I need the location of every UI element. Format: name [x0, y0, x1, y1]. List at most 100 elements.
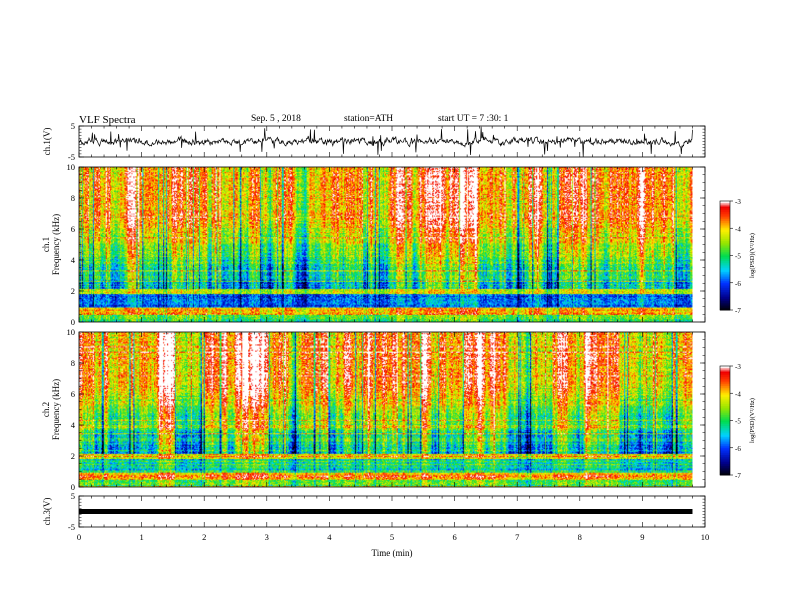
- colorbar-cell: [720, 387, 730, 391]
- colorbar-cell: [720, 373, 730, 376]
- colorbar-cell: [720, 427, 730, 431]
- colorbar-cell: [720, 415, 730, 418]
- colorbar-cell: [720, 264, 730, 267]
- ch1-waveform: 5 -5 ch.1(V): [42, 121, 706, 162]
- colorbar-cell: [720, 456, 730, 460]
- x-tick-label: 10: [701, 532, 710, 542]
- y-tick-label: 4: [71, 420, 76, 430]
- colorbar-cell: [720, 266, 730, 269]
- colorbar-cell: [720, 213, 730, 217]
- station-label: station=ATH: [344, 114, 394, 124]
- colorbar-cell: [720, 447, 730, 451]
- colorbar-cell: [720, 453, 730, 456]
- colorbar-cell: [720, 210, 730, 213]
- colorbar-cell: [720, 262, 730, 266]
- y-tick-label: 10: [67, 162, 76, 172]
- colorbar-cell: [720, 420, 730, 423]
- colorbar-cell: [720, 271, 730, 275]
- colorbar-cell: [720, 462, 730, 465]
- colorbar-label: log(PSD)(V²/Hz): [749, 398, 756, 443]
- y-tick-label: 2: [71, 286, 75, 296]
- colorbar-cell: [720, 291, 730, 295]
- colorbar-cell: [720, 382, 730, 385]
- x-tick-label: 2: [202, 532, 206, 542]
- colorbar-tick-label: -5: [735, 253, 741, 261]
- colorbar-cell: [720, 369, 730, 372]
- ch3-waveform-trace: [79, 509, 693, 514]
- colorbar-cell: [720, 217, 730, 220]
- y-tick-label: 10: [67, 327, 76, 337]
- colorbar-cell: [720, 411, 730, 414]
- colorbar-cell: [720, 202, 730, 206]
- colorbar-cell: [720, 244, 730, 247]
- colorbar-cell: [720, 451, 730, 454]
- colorbar-cell: [720, 366, 730, 369]
- colorbar-cell: [720, 376, 730, 380]
- colorbar-tick-label: -7: [735, 307, 741, 315]
- colorbar-tick-label: -6: [735, 280, 741, 288]
- ch2-spectrogram: 0 2 4 6 8 10 ch.2Frequency (kHz) -3 -4 -5 -6 -7 log(…: [41, 327, 756, 492]
- colorbar-cell: [720, 455, 730, 458]
- colorbar-cell: [720, 242, 730, 246]
- colorbar-cell: [720, 293, 730, 296]
- x-tick-label: 4: [327, 532, 332, 542]
- colorbar-cell: [720, 233, 730, 237]
- y-tick-label: 6: [71, 389, 75, 399]
- x-tick-label: 8: [578, 532, 582, 542]
- colorbar-cell: [720, 246, 730, 249]
- colorbar-cell: [720, 268, 730, 271]
- y-tick-label: -5: [68, 522, 75, 532]
- y-axis-label: ch.3(V): [42, 498, 52, 526]
- y-tick-label: -5: [68, 152, 75, 162]
- colorbar: -3 -4 -5 -6 -7 log(PSD)(V²/Hz): [719, 198, 756, 315]
- colorbar-cell: [720, 226, 730, 229]
- colorbar-cell: [720, 396, 730, 400]
- colorbar-cell: [720, 385, 730, 389]
- colorbar-cell: [720, 286, 730, 289]
- colorbar-cell: [720, 220, 730, 224]
- colorbar-cell: [720, 442, 730, 445]
- colorbar-cell: [720, 302, 730, 306]
- colorbar-cell: [720, 273, 730, 276]
- colorbar-cell: [720, 405, 730, 409]
- x-tick-label: 0: [77, 532, 81, 542]
- colorbar-cell: [720, 449, 730, 452]
- y-axis-label-line: ch.1: [41, 237, 51, 252]
- colorbar-tick-label: -4: [735, 225, 741, 233]
- colorbar-cell: [720, 211, 730, 215]
- colorbar-cell: [720, 465, 730, 469]
- colorbar: -3 -4 -5 -6 -7 log(PSD)(V²/Hz): [719, 363, 756, 480]
- colorbar-tick-label: -7: [735, 472, 741, 480]
- x-tick-label: 5: [390, 532, 394, 542]
- ch1-spectrogram: 0 2 4 6 8 10 ch.1Frequency (kHz) -3 -4 -5 -6 -7 log(…: [41, 162, 756, 327]
- colorbar-cell: [720, 235, 730, 238]
- colorbar-cell: [720, 206, 730, 209]
- colorbar-cell: [720, 391, 730, 394]
- colorbar-cell: [720, 384, 730, 387]
- colorbar-cell: [720, 297, 730, 300]
- colorbar-cell: [720, 440, 730, 443]
- colorbar-cell: [720, 435, 730, 438]
- x-tick-label: 1: [139, 532, 143, 542]
- colorbar-cell: [720, 438, 730, 441]
- colorbar-cell: [720, 253, 730, 256]
- colorbar-cell: [720, 228, 730, 231]
- colorbar-cell: [720, 275, 730, 278]
- colorbar-cell: [720, 295, 730, 298]
- colorbar-cell: [720, 201, 730, 204]
- y-tick-label: 0: [71, 317, 75, 327]
- colorbar-cell: [720, 473, 730, 476]
- colorbar-cell: [720, 304, 730, 307]
- colorbar-cell: [720, 375, 730, 378]
- y-tick-label: 5: [71, 491, 75, 501]
- spectrogram-image: [79, 167, 693, 322]
- colorbar-cell: [720, 445, 730, 449]
- colorbar-cell: [720, 270, 730, 273]
- colorbar-cell: [720, 409, 730, 412]
- y-tick-label: 6: [71, 224, 75, 234]
- y-axis-label-line: Frequency (kHz): [51, 214, 61, 275]
- colorbar-cell: [720, 460, 730, 463]
- colorbar-cell: [720, 288, 730, 291]
- colorbar-cell: [720, 279, 730, 282]
- colorbar-tick-label: -3: [735, 363, 741, 371]
